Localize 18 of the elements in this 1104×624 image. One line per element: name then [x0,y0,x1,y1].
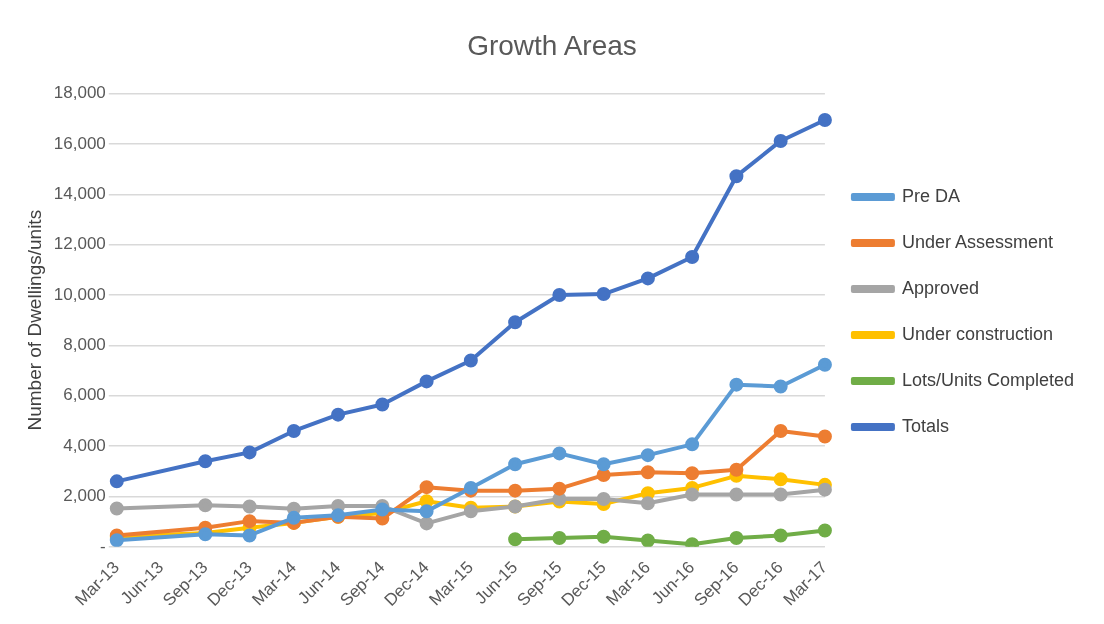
legend-label: Lots/Units Completed [901,369,1075,390]
y-axis-title: Number of Dwellings/units [23,209,45,431]
y-tick-label: - [100,536,106,556]
y-tick-label: 8,000 [63,335,106,355]
legend-label: Under Assessment [901,231,1053,252]
y-tick-label: 4,000 [63,435,106,455]
y-tick-label: 6,000 [63,385,106,405]
y-tick-label: 12,000 [53,234,106,254]
y-tick-label: 2,000 [63,486,106,506]
y-tick-label: 14,000 [53,184,106,203]
y-tick-label: 16,000 [53,133,106,153]
legend-label: Approved [901,277,979,298]
y-tick-label: 10,000 [53,284,106,304]
legend-label: Totals [901,415,949,436]
y-tick-label: 18,000 [53,83,106,103]
chart-title: Growth Areas [467,29,637,61]
legend-label: Pre DA [901,185,960,206]
legend-label: Under construction [901,323,1053,344]
